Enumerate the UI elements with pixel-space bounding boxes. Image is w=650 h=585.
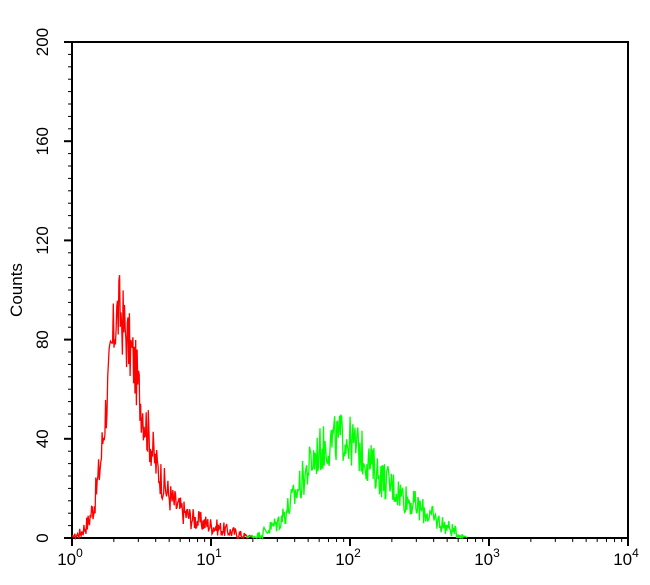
x-tick-base: 10 [57,550,76,569]
x-tick-exponent: 4 [632,546,639,560]
series-layer [71,275,468,541]
y-tick-label: 120 [33,226,52,254]
x-tick-base: 10 [196,550,215,569]
y-axis: 0 40 80 120 160 200 [33,28,72,543]
x-tick-base: 10 [474,550,493,569]
series-line-1 [245,413,468,541]
x-tick-base: 10 [335,550,354,569]
x-axis: 100 101 102 103 104 [57,538,639,569]
x-tick-label: 103 [474,546,500,569]
x-tick-exponent: 3 [493,546,500,560]
y-tick-label: 0 [33,533,52,542]
y-tick-label: 40 [33,429,52,448]
x-tick-exponent: 0 [76,546,83,560]
y-axis-label: Counts [7,263,26,317]
x-tick-base: 10 [613,550,632,569]
y-tick-label: 200 [33,28,52,56]
y-tick-label: 160 [33,127,52,155]
x-tick-exponent: 1 [215,546,222,560]
x-tick-label: 100 [57,546,83,569]
series-line-0 [71,275,253,541]
x-tick-label: 104 [613,546,639,569]
x-tick-label: 101 [196,546,222,569]
x-tick-exponent: 2 [354,546,361,560]
y-tick-label: 80 [33,330,52,349]
x-tick-label: 102 [335,546,361,569]
